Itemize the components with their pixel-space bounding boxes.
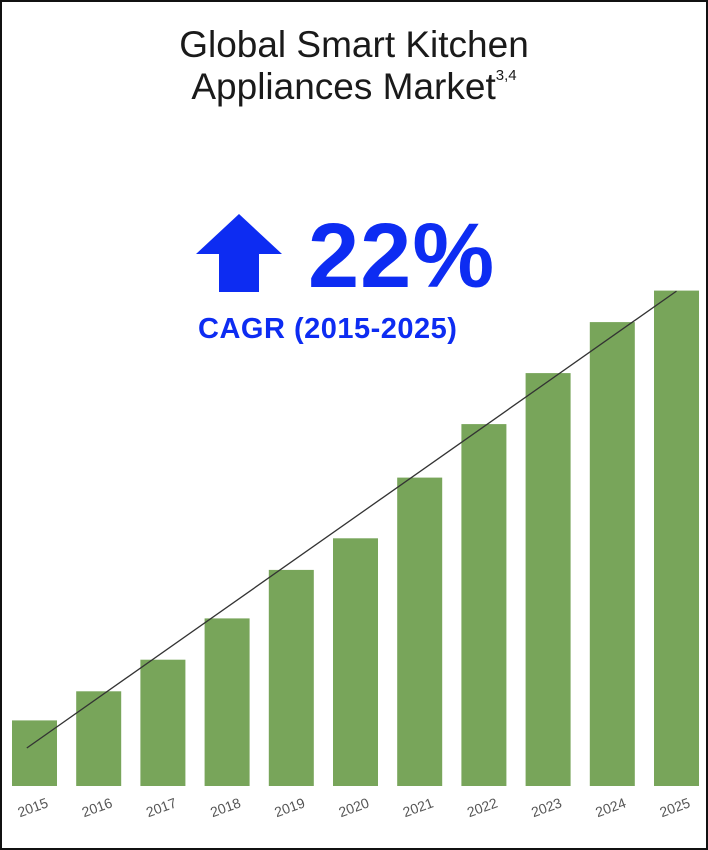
x-tick-label: 2017 <box>144 794 179 820</box>
x-tick-label: 2020 <box>336 794 371 820</box>
x-tick-label: 2021 <box>401 794 436 820</box>
chart-title-line-1: Global Smart Kitchen <box>179 24 529 65</box>
bar-2019 <box>268 569 314 786</box>
bar-2016 <box>76 691 122 786</box>
x-tick-label: 2022 <box>465 794 500 820</box>
bar-2021 <box>397 477 443 786</box>
cagr-value: 22% <box>308 205 496 307</box>
bar-2020 <box>333 538 378 786</box>
x-tick-label: 2024 <box>593 794 628 820</box>
trend-line <box>26 290 677 749</box>
bar-2025 <box>654 290 699 786</box>
bar-2017 <box>140 659 186 786</box>
up-arrow-shape <box>196 214 282 292</box>
chart-title-line-2-text: Appliances Market <box>191 66 496 107</box>
x-tick-label: 2015 <box>15 794 50 820</box>
cagr-label: CAGR (2015-2025) <box>198 313 458 345</box>
x-tick-label: 2019 <box>272 794 307 820</box>
bar-2022 <box>461 424 507 786</box>
bar-2018 <box>204 618 250 786</box>
x-tick-label: 2016 <box>80 794 115 820</box>
x-tick-label: 2025 <box>657 794 692 820</box>
bar-2015 <box>12 720 57 786</box>
bar-2024 <box>589 322 635 786</box>
chart-title: Global Smart Kitchen Appliances Market3,… <box>2 24 706 108</box>
chart-title-line-2: Appliances Market3,4 <box>2 66 706 108</box>
footnote-reference: 3,4 <box>495 67 517 84</box>
bar-2023 <box>525 373 571 786</box>
x-tick-label: 2023 <box>529 794 564 820</box>
up-arrow-icon <box>196 214 282 292</box>
x-tick-label: 2018 <box>208 794 243 820</box>
